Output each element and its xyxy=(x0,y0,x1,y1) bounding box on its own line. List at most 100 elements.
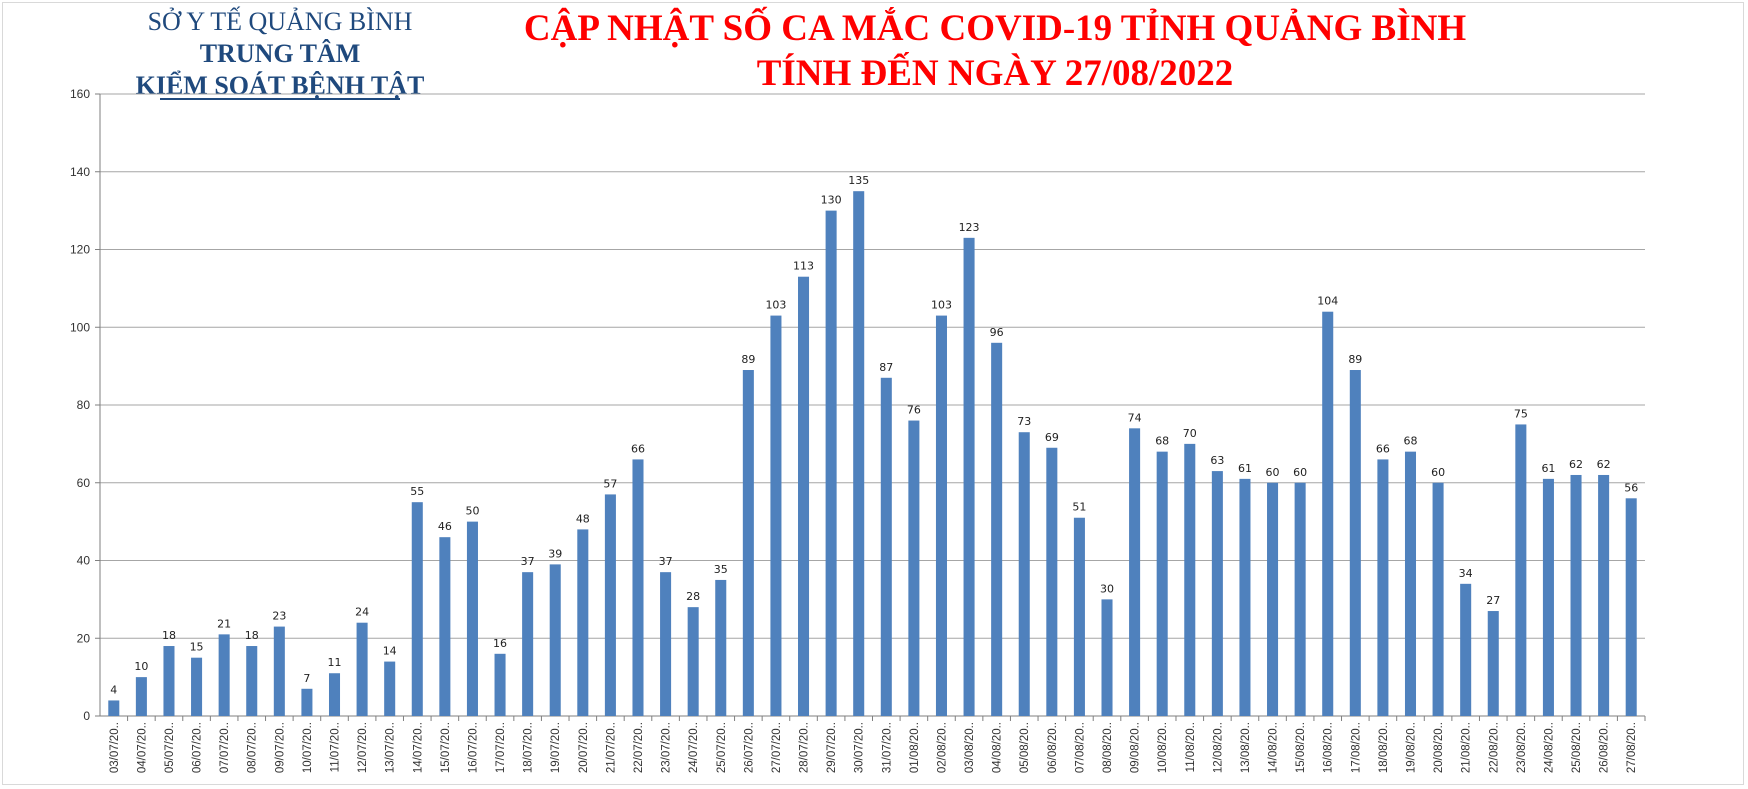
x-tick-label: 12/07/20.. xyxy=(357,722,369,773)
x-tick-label: 04/07/20.. xyxy=(136,722,148,773)
x-tick-label: 24/07/20.. xyxy=(688,722,700,773)
data-label: 130 xyxy=(821,194,842,207)
x-tick-label: 21/07/20.. xyxy=(605,722,617,773)
data-label: 70 xyxy=(1183,427,1197,440)
x-tick-label: 20/08/20.. xyxy=(1433,722,1445,773)
bars xyxy=(108,191,1637,716)
bar xyxy=(411,502,423,716)
bar xyxy=(687,607,699,716)
x-tick-label: 13/08/20.. xyxy=(1240,722,1252,773)
data-label: 50 xyxy=(465,505,479,518)
bar xyxy=(549,564,561,716)
x-tick-label: 03/08/20.. xyxy=(964,722,976,773)
data-label: 56 xyxy=(1624,481,1638,494)
bar xyxy=(1267,482,1279,716)
data-label: 30 xyxy=(1100,582,1114,595)
chart-title-line2: TÍNH ĐẾN NGÀY 27/08/2022 xyxy=(756,53,1234,94)
bar xyxy=(577,529,589,716)
x-tick-label: 04/08/20.. xyxy=(992,722,1004,773)
bar xyxy=(522,572,534,716)
data-label: 103 xyxy=(765,299,786,312)
bar xyxy=(963,237,975,716)
bar xyxy=(1432,482,1444,716)
bar xyxy=(1294,482,1306,716)
data-label: 21 xyxy=(217,617,231,630)
org-name-text: KIỂM SOÁT BỆNH TẬT xyxy=(135,71,425,100)
bar xyxy=(356,622,368,716)
y-tick-label: 120 xyxy=(70,243,90,257)
x-tick-label: 24/08/20.. xyxy=(1543,722,1555,773)
organization-header: SỞ Y TẾ QUẢNG BÌNH TRUNG TÂM KIỂM SOÁT B… xyxy=(100,6,460,102)
bar xyxy=(1239,478,1251,716)
data-label: 14 xyxy=(383,645,397,658)
bar xyxy=(218,634,230,716)
x-tick-label: 02/08/20.. xyxy=(936,722,948,773)
x-tick-label: 09/08/20.. xyxy=(1130,722,1142,773)
x-tick-label: 10/08/20.. xyxy=(1157,722,1169,773)
x-tick-label: 22/08/20.. xyxy=(1488,722,1500,773)
y-tick-labels: 0 20 40 60 80 100 120 140 160 xyxy=(70,87,90,723)
data-label: 4 xyxy=(110,683,117,696)
x-tick-label: 12/08/20.. xyxy=(1212,722,1224,773)
bar xyxy=(660,572,672,716)
data-label: 48 xyxy=(576,512,590,525)
bar xyxy=(1156,451,1168,716)
x-tick-label: 14/08/20.. xyxy=(1268,722,1280,773)
data-label: 55 xyxy=(410,485,424,498)
x-tick-label: 06/08/20.. xyxy=(1047,722,1059,773)
y-tick-label: 140 xyxy=(70,165,90,179)
bar xyxy=(135,677,147,716)
x-tick-label: 29/07/20.. xyxy=(826,722,838,773)
data-label: 27 xyxy=(1486,594,1500,607)
chart-title-line1: CẬP NHẬT SỐ CA MẮC COVID-19 TỈNH QUẢNG B… xyxy=(523,8,1467,49)
bar xyxy=(1129,428,1141,716)
bar xyxy=(715,579,727,716)
x-tick-label: 26/08/20.. xyxy=(1599,722,1611,773)
bar xyxy=(1073,517,1085,716)
data-label: 11 xyxy=(328,656,342,669)
bar xyxy=(1487,611,1499,716)
data-label: 24 xyxy=(355,606,369,619)
x-tick-label: 17/07/20.. xyxy=(495,722,507,773)
data-label: 57 xyxy=(603,477,617,490)
data-label: 103 xyxy=(931,299,952,312)
bar xyxy=(439,537,451,716)
bar xyxy=(108,700,120,716)
bar xyxy=(1598,474,1610,716)
x-tick-label: 15/08/20.. xyxy=(1295,722,1307,773)
bar xyxy=(273,626,285,716)
x-tick-label: 30/07/20.. xyxy=(854,722,866,773)
x-tick-label: 21/08/20.. xyxy=(1461,722,1473,773)
bar xyxy=(1211,471,1223,716)
data-label: 89 xyxy=(1348,353,1362,366)
data-label: 37 xyxy=(521,555,535,568)
x-tick-label: 20/07/20.. xyxy=(578,722,590,773)
y-tick-label: 60 xyxy=(77,476,91,490)
bar xyxy=(1046,447,1058,716)
bar xyxy=(908,420,920,716)
data-label: 74 xyxy=(1128,411,1142,424)
x-tick-label: 18/07/20.. xyxy=(523,722,535,773)
x-tick-label: 07/07/20.. xyxy=(219,722,231,773)
x-tick-label: 31/07/20.. xyxy=(881,722,893,773)
bar xyxy=(191,657,203,716)
x-tick-label: 05/08/20.. xyxy=(1019,722,1031,773)
data-label: 7 xyxy=(303,672,310,685)
data-label: 87 xyxy=(879,361,893,374)
data-label: 69 xyxy=(1045,431,1059,444)
bar xyxy=(1515,424,1527,716)
bar xyxy=(1377,459,1389,716)
data-label: 60 xyxy=(1431,466,1445,479)
data-label: 18 xyxy=(162,629,176,642)
data-label: 37 xyxy=(659,555,673,568)
x-tick-label: 08/07/20.. xyxy=(247,722,259,773)
x-tick-label: 01/08/20.. xyxy=(909,722,921,773)
bar xyxy=(1570,474,1582,716)
data-label: 135 xyxy=(848,174,869,187)
bar xyxy=(1322,311,1334,716)
x-tick-label: 23/08/20.. xyxy=(1516,722,1528,773)
x-tick-label: 16/08/20.. xyxy=(1323,722,1335,773)
bar xyxy=(1542,478,1554,716)
data-label: 35 xyxy=(714,563,728,576)
x-tick-label: 19/07/20.. xyxy=(550,722,562,773)
